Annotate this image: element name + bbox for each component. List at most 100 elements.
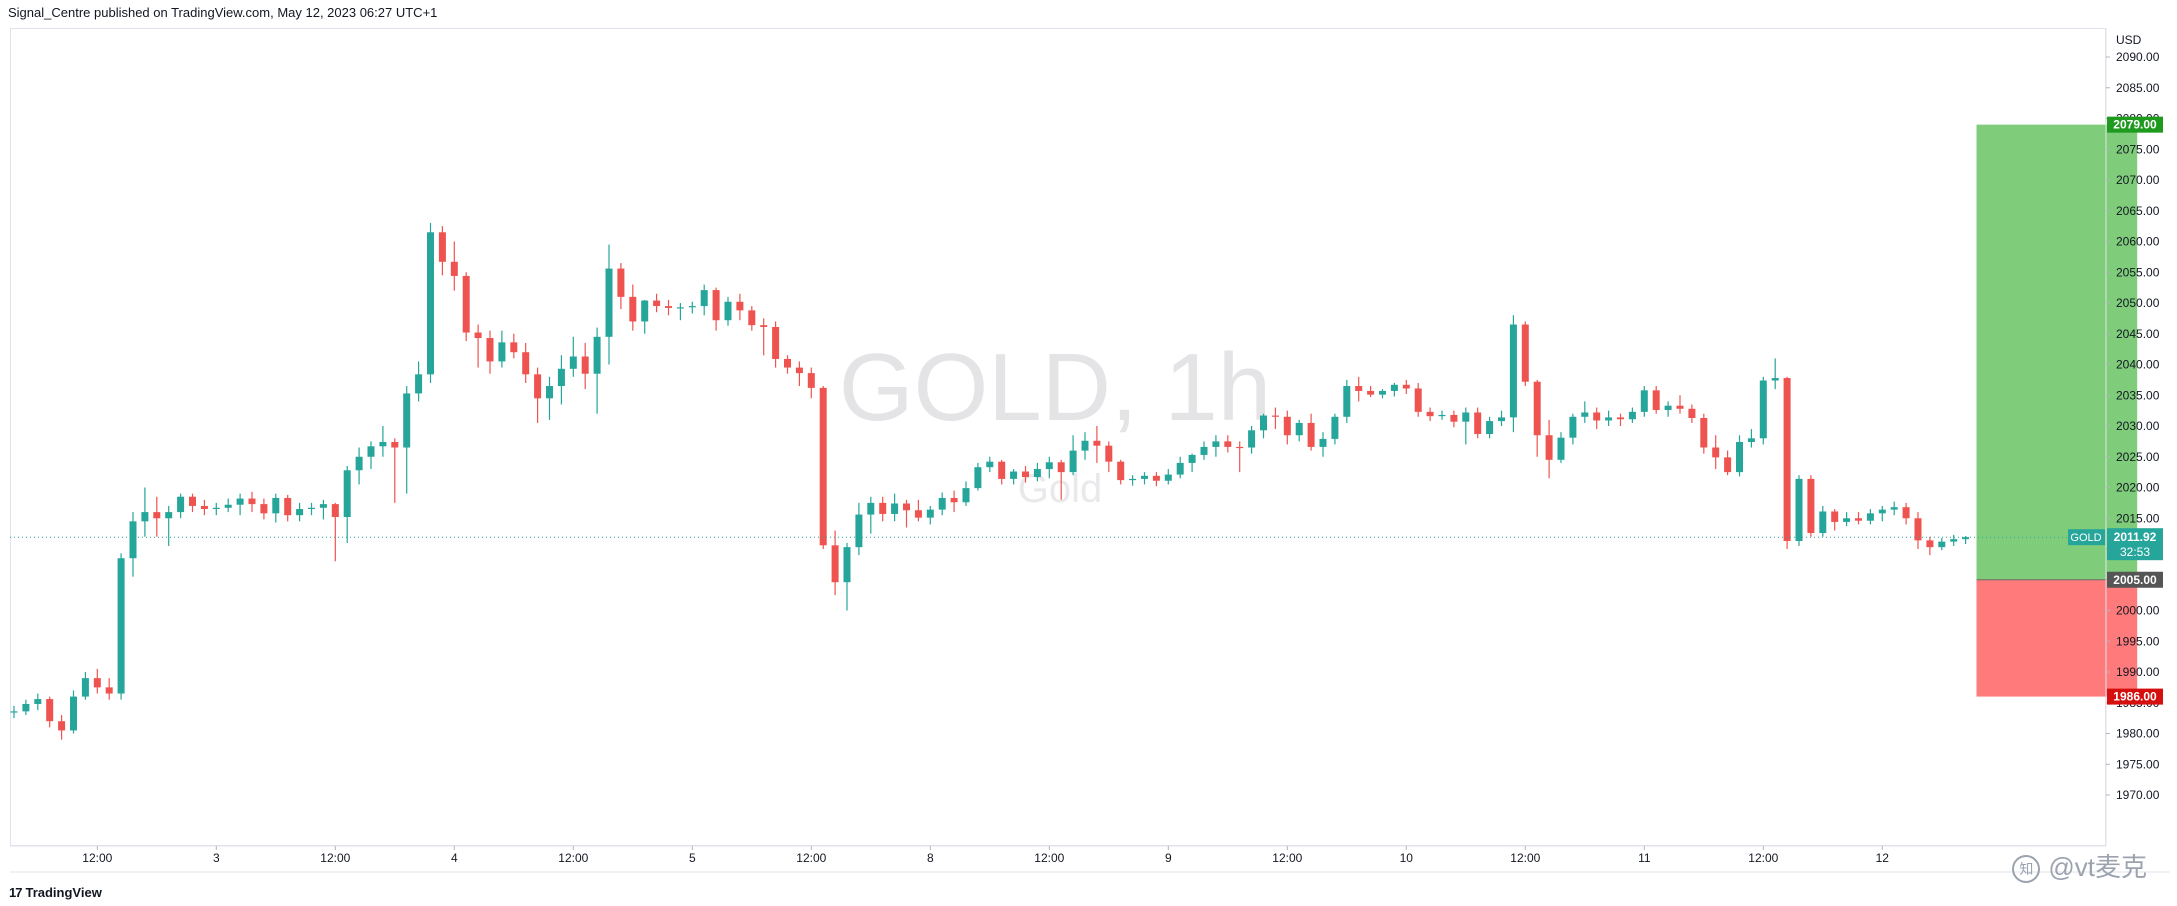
- candle[interactable]: [1700, 413, 1708, 454]
- candle[interactable]: [260, 498, 268, 520]
- candle[interactable]: [795, 361, 803, 387]
- candle[interactable]: [843, 542, 851, 611]
- candle[interactable]: [1379, 389, 1386, 399]
- candle[interactable]: [784, 355, 791, 374]
- candle[interactable]: [403, 386, 411, 494]
- candle[interactable]: [593, 327, 601, 414]
- candle[interactable]: [284, 494, 292, 522]
- candle[interactable]: [308, 502, 315, 516]
- candle[interactable]: [1141, 472, 1148, 485]
- candle[interactable]: [1057, 459, 1065, 500]
- candle[interactable]: [724, 296, 732, 326]
- candle[interactable]: [665, 299, 672, 316]
- candle[interactable]: [569, 336, 577, 377]
- candle[interactable]: [1795, 475, 1803, 546]
- candle[interactable]: [629, 284, 637, 331]
- candle[interactable]: [153, 496, 161, 537]
- candle[interactable]: [498, 330, 506, 368]
- candle[interactable]: [1855, 512, 1862, 525]
- candle[interactable]: [1950, 534, 1958, 546]
- candle[interactable]: [557, 355, 565, 405]
- candle[interactable]: [1355, 376, 1363, 402]
- candle[interactable]: [1010, 469, 1018, 485]
- candle[interactable]: [367, 441, 375, 470]
- candle[interactable]: [415, 361, 423, 402]
- candle[interactable]: [1438, 410, 1446, 420]
- candle[interactable]: [70, 690, 77, 734]
- candle[interactable]: [879, 496, 887, 522]
- candle[interactable]: [34, 693, 42, 711]
- candle[interactable]: [177, 493, 185, 519]
- candle[interactable]: [736, 293, 744, 321]
- candle[interactable]: [93, 668, 101, 694]
- candle[interactable]: [343, 465, 351, 543]
- candle[interactable]: [831, 530, 839, 596]
- candle[interactable]: [1843, 512, 1851, 527]
- candle[interactable]: [165, 505, 173, 546]
- position-stop-zone[interactable]: [1976, 579, 2138, 697]
- candle[interactable]: [998, 459, 1006, 485]
- candle[interactable]: [653, 293, 661, 313]
- candle[interactable]: [200, 499, 208, 516]
- candle[interactable]: [986, 456, 994, 473]
- candle[interactable]: [1164, 469, 1172, 485]
- candle[interactable]: [1283, 410, 1291, 445]
- candle[interactable]: [1045, 456, 1053, 479]
- tradingview-logo[interactable]: 17 TradingView: [9, 885, 102, 900]
- candle[interactable]: [962, 481, 970, 506]
- candle[interactable]: [1866, 509, 1874, 525]
- candle[interactable]: [462, 272, 470, 342]
- candle[interactable]: [748, 306, 756, 331]
- candle[interactable]: [1081, 432, 1089, 460]
- candle[interactable]: [974, 462, 982, 491]
- candle[interactable]: [891, 493, 899, 522]
- candle[interactable]: [1652, 386, 1660, 414]
- candle[interactable]: [81, 672, 89, 700]
- candle[interactable]: [772, 321, 780, 368]
- candle[interactable]: [1319, 432, 1327, 457]
- candle[interactable]: [1581, 401, 1589, 423]
- candle[interactable]: [10, 705, 18, 719]
- candle[interactable]: [1759, 376, 1767, 445]
- candle[interactable]: [105, 678, 113, 700]
- candle[interactable]: [855, 502, 863, 556]
- candle[interactable]: [914, 499, 922, 522]
- candle[interactable]: [1617, 413, 1624, 426]
- candle[interactable]: [1509, 315, 1517, 433]
- candle[interactable]: [1521, 321, 1529, 387]
- candle[interactable]: [236, 493, 244, 516]
- candle[interactable]: [1117, 459, 1125, 485]
- candle[interactable]: [1486, 416, 1494, 439]
- candle[interactable]: [355, 447, 363, 485]
- candle[interactable]: [1545, 419, 1553, 479]
- candle[interactable]: [1890, 501, 1898, 516]
- candle[interactable]: [486, 330, 494, 374]
- candle[interactable]: [1533, 379, 1541, 457]
- candle[interactable]: [1878, 505, 1886, 522]
- candle[interactable]: [1605, 410, 1613, 426]
- candle[interactable]: [1200, 441, 1208, 460]
- candle[interactable]: [1367, 386, 1375, 398]
- candle[interactable]: [1236, 441, 1244, 473]
- candle[interactable]: [1938, 537, 1946, 551]
- candle[interactable]: [391, 438, 399, 503]
- candle[interactable]: [141, 487, 149, 537]
- candle[interactable]: [819, 386, 827, 549]
- candle[interactable]: [1390, 382, 1398, 397]
- candle[interactable]: [189, 493, 196, 513]
- candle[interactable]: [950, 490, 958, 513]
- candle[interactable]: [1069, 435, 1077, 476]
- candle[interactable]: [331, 502, 339, 562]
- candle[interactable]: [212, 502, 220, 516]
- candle[interactable]: [1033, 462, 1041, 482]
- candle[interactable]: [46, 696, 54, 728]
- candle[interactable]: [641, 299, 649, 334]
- candle[interactable]: [1962, 536, 1970, 545]
- candle[interactable]: [438, 226, 446, 276]
- candle[interactable]: [296, 502, 304, 522]
- candle[interactable]: [1022, 465, 1029, 483]
- candle[interactable]: [688, 301, 696, 314]
- candle[interactable]: [1747, 429, 1755, 448]
- candle[interactable]: [1676, 395, 1684, 414]
